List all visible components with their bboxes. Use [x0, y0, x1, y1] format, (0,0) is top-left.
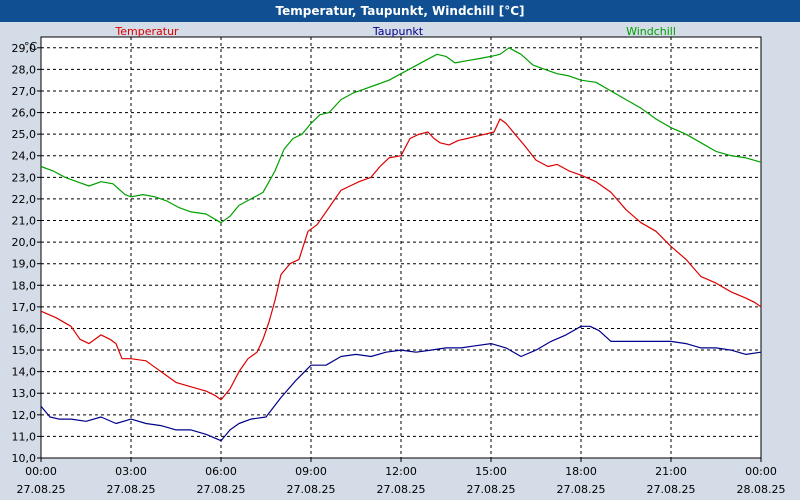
y-tick-label: 24,0	[12, 150, 37, 163]
x-tick-time-label: 09:00	[295, 465, 327, 478]
y-axis-unit-label: °C	[24, 40, 38, 53]
x-tick-time-label: 03:00	[115, 465, 147, 478]
y-tick-label: 26,0	[12, 107, 37, 120]
y-tick-label: 22,0	[12, 193, 37, 206]
x-tick-time-label: 06:00	[205, 465, 237, 478]
x-tick-date-label: 27.08.25	[647, 483, 696, 496]
y-tick-label: 13,0	[12, 387, 37, 400]
legend-item-windchill: Windchill	[626, 25, 676, 38]
y-tick-label: 25,0	[12, 128, 37, 141]
y-axis: 10,0 11,0 12,0 13,0 14,0 15,0 16,0 17,0 18,0 19,0…	[12, 42, 41, 465]
x-axis: 00:00 27.08.25 03:00 27.08.25 06:00 27.08.25 0…	[17, 458, 786, 496]
y-tick-label: 18,0	[12, 279, 37, 292]
x-tick-date-label: 27.08.25	[287, 483, 336, 496]
y-tick-label: 11,0	[12, 430, 37, 443]
y-tick-label: 15,0	[12, 344, 37, 357]
x-tick-date-label: 27.08.25	[467, 483, 516, 496]
y-tick-label: 23,0	[12, 171, 37, 184]
x-tick-time-label: 00:00	[745, 465, 777, 478]
legend: Temperatur Taupunkt Windchill	[114, 25, 676, 38]
window-title: Temperatur, Taupunkt, Windchill [°C]	[0, 0, 800, 22]
x-tick-date-label: 28.08.25	[737, 483, 786, 496]
y-tick-label: 16,0	[12, 322, 37, 335]
y-tick-label: 27,0	[12, 85, 37, 98]
x-tick-time-label: 12:00	[385, 465, 417, 478]
y-tick-label: 29,0	[12, 42, 37, 55]
x-tick-time-label: 15:00	[475, 465, 507, 478]
series-line-taupunkt	[40, 325, 762, 442]
x-tick-time-label: 18:00	[565, 465, 597, 478]
legend-item-temperatur: Temperatur	[114, 25, 179, 38]
y-tick-label: 17,0	[12, 301, 37, 314]
x-tick-date-label: 27.08.25	[377, 483, 426, 496]
series-line-windchill	[40, 47, 762, 224]
chart: 10,0 11,0 12,0 13,0 14,0 15,0 16,0 17,0 18,0 19,0…	[12, 25, 786, 496]
x-tick-time-label: 00:00	[25, 465, 57, 478]
y-tick-label: 12,0	[12, 409, 37, 422]
x-tick-date-label: 27.08.25	[107, 483, 156, 496]
legend-item-taupunkt: Taupunkt	[372, 25, 424, 38]
series-lines	[40, 47, 762, 442]
y-tick-label: 10,0	[12, 452, 37, 465]
y-tick-label: 14,0	[12, 366, 37, 379]
y-tick-label: 21,0	[12, 215, 37, 228]
series-line-temperatur	[40, 118, 762, 401]
y-tick-label: 20,0	[12, 236, 37, 249]
x-tick-date-label: 27.08.25	[197, 483, 246, 496]
y-tick-label: 19,0	[12, 258, 37, 271]
y-tick-label: 28,0	[12, 63, 37, 76]
x-tick-time-label: 21:00	[655, 465, 687, 478]
x-tick-date-label: 27.08.25	[557, 483, 606, 496]
x-tick-date-label: 27.08.25	[17, 483, 66, 496]
